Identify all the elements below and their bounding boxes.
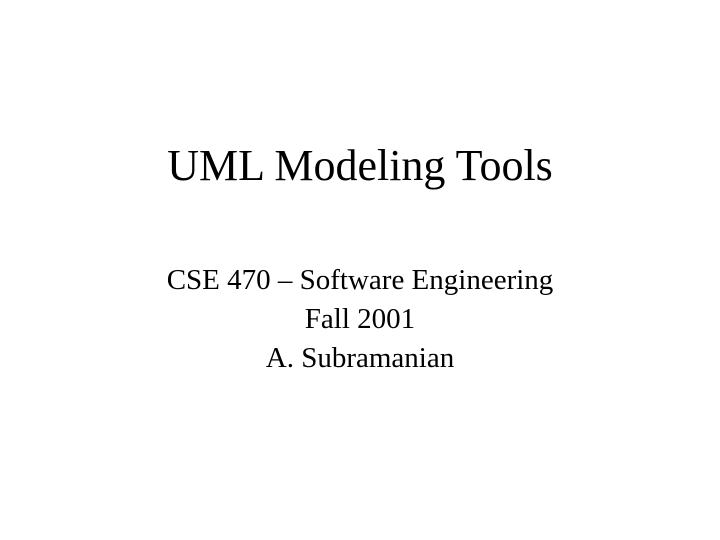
slide-subtitle-block: CSE 470 – Software Engineering Fall 2001… bbox=[167, 261, 554, 378]
author-line: A. Subramanian bbox=[167, 339, 554, 378]
term-line: Fall 2001 bbox=[167, 300, 554, 339]
course-line: CSE 470 – Software Engineering bbox=[167, 261, 554, 300]
slide-title: UML Modeling Tools bbox=[167, 140, 553, 191]
